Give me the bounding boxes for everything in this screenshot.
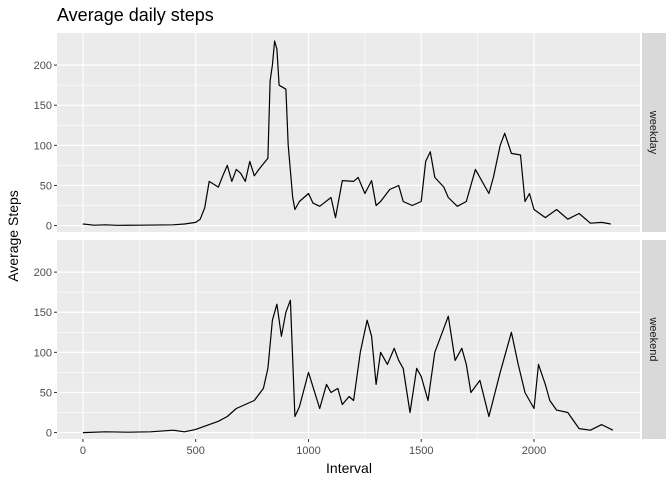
y-tick-label: 100: [34, 347, 52, 359]
facet-strip-label: weekend: [647, 316, 659, 361]
facet-strip: [642, 33, 666, 232]
y-tick-label: 50: [40, 387, 52, 399]
facet-panels: 0 50 100 150 200 weekday 0 50 100 150 200 weekend 0 5…: [34, 33, 666, 457]
series-line-weekday: [82, 40, 611, 226]
y-axis-title: Average Steps: [5, 190, 21, 282]
y-tick-label: 50: [40, 180, 52, 192]
panel-background: [57, 240, 640, 439]
y-tick-label: 200: [34, 267, 52, 279]
y-tick-label: 0: [46, 428, 52, 440]
panel-background: [57, 33, 640, 232]
facet-strip: [642, 240, 666, 439]
y-tick-label: 100: [34, 140, 52, 152]
y-tick-label: 150: [34, 100, 52, 112]
x-tick-label: 1500: [409, 445, 433, 457]
series-line-weekend: [82, 299, 614, 434]
x-tick-label: 1000: [296, 445, 320, 457]
x-axis-title: Interval: [326, 460, 372, 476]
x-tick-label: 0: [80, 445, 86, 457]
facet-panel-weekend: 0 50 100 150 200 weekend 0 500 1000 1500 2000: [34, 240, 666, 457]
x-tick-label: 2000: [522, 445, 546, 457]
y-tick-label: 150: [34, 307, 52, 319]
chart-title: Average daily steps: [57, 5, 214, 25]
x-tick-label: 500: [187, 445, 205, 457]
facet-panel-weekday: 0 50 100 150 200 weekday: [34, 33, 666, 233]
y-tick-label: 200: [34, 60, 52, 72]
facet-strip-label: weekday: [647, 110, 659, 155]
y-tick-label: 0: [46, 221, 52, 233]
